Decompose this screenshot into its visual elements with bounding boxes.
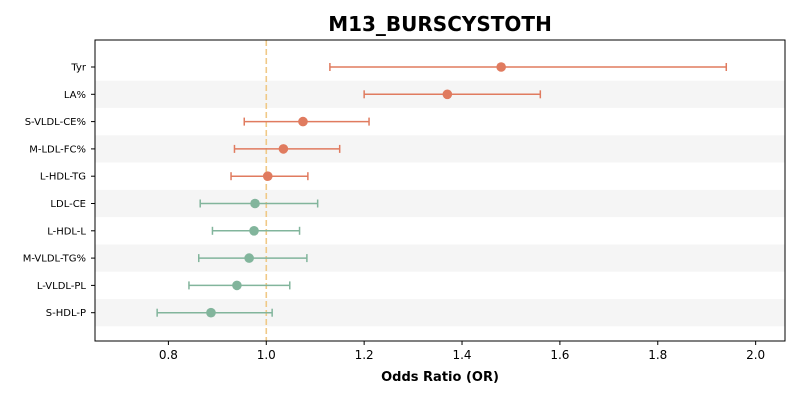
point-estimate — [232, 280, 242, 291]
point-estimate — [496, 62, 506, 72]
point-estimate — [262, 171, 273, 181]
point-estimate — [298, 116, 308, 127]
point-estimate — [206, 307, 216, 318]
point-estimate — [249, 226, 259, 236]
y-tick-label: L-HDL-TG — [40, 172, 86, 183]
row-bands — [95, 80, 785, 327]
y-tick-label: LDL-CE — [50, 199, 86, 210]
row-band — [95, 189, 785, 218]
point-estimates — [206, 62, 506, 318]
y-tick-label: LA% — [64, 90, 86, 101]
plot-frame — [94, 39, 786, 342]
y-tick-label: Tyr — [70, 63, 86, 74]
point-estimate — [244, 253, 254, 263]
point-estimate — [250, 198, 260, 209]
y-tick-label: L-HDL-L — [47, 226, 86, 237]
x-tick-label: 1.0 — [257, 348, 276, 362]
x-tick-label: 0.8 — [159, 348, 178, 362]
x-axis-label: Odds Ratio (OR) — [381, 370, 499, 385]
chart-title: M13_BURSCYSTOTH — [328, 12, 552, 36]
y-tick-label: S-HDL-P — [46, 308, 86, 319]
y-tick-label: L-VLDL-PL — [37, 281, 87, 292]
point-estimate — [278, 144, 289, 154]
x-tick-label: 2.0 — [746, 348, 765, 362]
x-tick-label: 1.6 — [550, 348, 569, 362]
x-tick-label: 1.8 — [648, 348, 667, 362]
x-tick-label: 1.4 — [452, 348, 471, 362]
point-estimate — [442, 89, 453, 100]
y-tick-label: M-VLDL-TG% — [23, 254, 86, 265]
y-tick-label: M-LDL-FC% — [29, 144, 86, 155]
y-tick-label: S-VLDL-CE% — [25, 117, 86, 128]
y-axis: Tyr LA% S-VLDL-CE% M-LDL-FC% L-HDL-TG LDL-CE L… — [23, 63, 95, 319]
x-axis: 0.8 1.0 1.2 1.4 1.6 1.8 2.0 — [159, 341, 765, 362]
row-band — [95, 135, 785, 163]
x-tick-label: 1.2 — [355, 348, 374, 362]
